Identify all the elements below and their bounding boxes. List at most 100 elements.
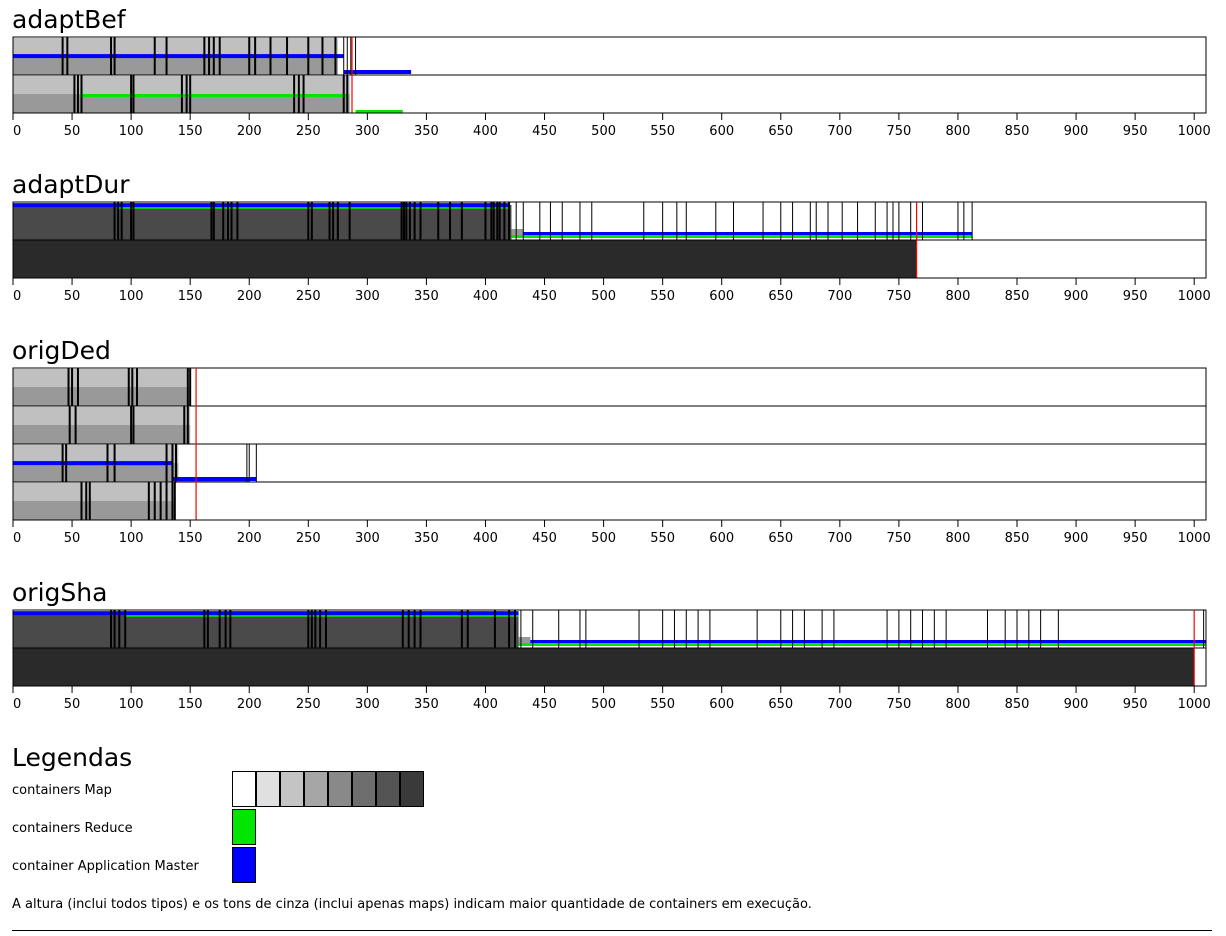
app-master-bar	[343, 70, 412, 74]
x-tick-label: 550	[650, 289, 675, 304]
x-tick-label: 300	[355, 124, 380, 139]
x-tick-label: 850	[1005, 531, 1030, 546]
x-tick-label: 1000	[1178, 697, 1211, 712]
lane-background	[13, 444, 1206, 482]
map-shade-swatch	[232, 771, 256, 807]
machine-lane	[12, 405, 1207, 445]
app-master-bar	[13, 461, 173, 466]
x-tick-label: 350	[414, 531, 439, 546]
panel-title: origSha	[12, 578, 108, 607]
machine-lane	[12, 36, 1207, 76]
x-tick-label: 600	[709, 289, 734, 304]
x-tick-label: 700	[827, 124, 852, 139]
x-tick-label: 650	[768, 289, 793, 304]
x-tick-label: 400	[473, 697, 498, 712]
x-tick-label: 450	[532, 289, 557, 304]
machine-lane	[12, 201, 1207, 241]
panel-title: origDed	[12, 336, 111, 365]
x-tick-label: 200	[237, 289, 262, 304]
x-tick-label: 500	[591, 289, 616, 304]
x-tick-label: 550	[650, 531, 675, 546]
x-tick-label: 450	[532, 531, 557, 546]
x-tick-label: 950	[1123, 289, 1148, 304]
x-tick-label: 100	[119, 124, 144, 139]
x-tick-label: 250	[296, 289, 321, 304]
x-tick-label: 0	[13, 531, 21, 546]
x-tick-label: 150	[178, 531, 203, 546]
x-tick-label: 350	[414, 124, 439, 139]
x-tick-label: 650	[768, 124, 793, 139]
x-tick-label: 750	[886, 289, 911, 304]
x-tick-label: 300	[355, 697, 380, 712]
x-tick-label: 1000	[1178, 531, 1211, 546]
x-tick-label: 350	[414, 697, 439, 712]
reduce-containers-bar	[355, 110, 403, 113]
legend-am-label: container Application Master	[12, 859, 199, 874]
machine-lane	[12, 481, 1207, 521]
panel-title: adaptBef	[12, 5, 126, 34]
x-tick-label: 800	[946, 289, 971, 304]
lane-background	[13, 482, 1206, 520]
x-tick-label: 700	[827, 531, 852, 546]
map-containers-bar	[13, 205, 512, 240]
map-containers-bar	[13, 501, 175, 520]
x-tick-label: 900	[1064, 289, 1089, 304]
x-tick-label: 150	[178, 289, 203, 304]
map-containers-bar	[13, 463, 179, 482]
map-containers-bar	[511, 229, 524, 235]
reduce-containers-bar	[518, 643, 1206, 646]
map-containers-bar	[13, 407, 191, 425]
x-tick-label: 750	[886, 124, 911, 139]
x-tick-label: 0	[13, 289, 21, 304]
lane-background	[13, 406, 1206, 444]
map-containers-bar	[13, 38, 338, 56]
x-tick-label: 50	[64, 697, 81, 712]
app-master-bar	[13, 54, 344, 59]
machine-busy-bar	[13, 648, 1195, 686]
x-tick-label: 800	[946, 697, 971, 712]
bottom-rule	[12, 930, 1212, 931]
x-tick-label: 100	[119, 697, 144, 712]
map-containers-bar	[13, 387, 191, 406]
machine-lane	[12, 74, 1207, 114]
x-tick-label: 50	[64, 289, 81, 304]
x-tick-label: 450	[532, 697, 557, 712]
legend-am-swatch	[232, 847, 256, 883]
x-tick-label: 200	[237, 531, 262, 546]
machine-lane	[12, 443, 1207, 483]
reduce-containers-bar	[511, 235, 973, 238]
map-containers-bar	[13, 56, 338, 75]
x-tick-label: 850	[1005, 289, 1030, 304]
x-tick-label: 450	[532, 124, 557, 139]
x-tick-label: 600	[709, 697, 734, 712]
map-containers-bar	[518, 637, 531, 643]
app-master-bar	[518, 640, 1206, 643]
map-shade-swatch	[304, 771, 328, 807]
x-tick-label: 950	[1123, 124, 1148, 139]
x-tick-label: 250	[296, 697, 321, 712]
x-tick-label: 500	[591, 697, 616, 712]
x-tick-label: 950	[1123, 531, 1148, 546]
reduce-containers-bar	[116, 205, 510, 209]
map-containers-bar	[13, 613, 519, 648]
x-tick-label: 50	[64, 531, 81, 546]
x-tick-label: 750	[886, 697, 911, 712]
x-tick-label: 150	[178, 124, 203, 139]
x-tick-label: 400	[473, 531, 498, 546]
map-containers-bar	[13, 483, 175, 501]
x-tick-label: 100	[119, 289, 144, 304]
x-tick-label: 750	[886, 531, 911, 546]
x-tick-label: 650	[768, 531, 793, 546]
x-tick-label: 350	[414, 289, 439, 304]
gantt-chart: 0 50 100 150 200 250 300 350 400 450 500 550 600 650 7…	[12, 367, 1211, 546]
machine-busy-bar	[13, 240, 917, 278]
map-containers-bar	[13, 369, 191, 387]
x-tick-label: 300	[355, 531, 380, 546]
x-tick-label: 950	[1123, 697, 1148, 712]
x-tick-label: 800	[946, 124, 971, 139]
x-tick-label: 200	[237, 697, 262, 712]
x-tick-label: 100	[119, 531, 144, 546]
x-tick-label: 900	[1064, 697, 1089, 712]
map-containers-bar	[13, 425, 191, 444]
x-tick-label: 500	[591, 124, 616, 139]
